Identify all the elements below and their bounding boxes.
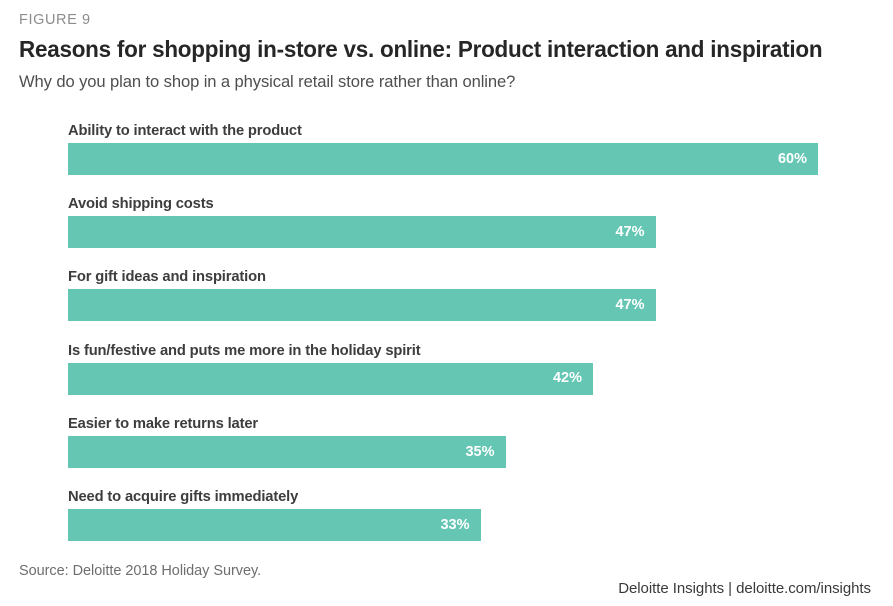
bar-category-label: For gift ideas and inspiration (68, 268, 266, 286)
bar-group: Need to acquire gifts immediately 33% (68, 488, 868, 550)
bar-category-label: Need to acquire gifts immediately (68, 488, 299, 505)
bar[interactable]: 33% (68, 509, 481, 541)
bar-value-label: 47% (615, 297, 645, 314)
bar-category-label: Easier to make returns later (68, 414, 258, 432)
page-title: Reasons for shopping in-store vs. online… (19, 36, 823, 62)
bar-category-label: Ability to interact with the product (68, 122, 302, 139)
bar-track: 42% (68, 362, 818, 395)
source-note: Source: Deloitte 2018 Holiday Survey. (19, 563, 262, 579)
bar-track: 47% (68, 216, 818, 249)
bar-group: Easier to make returns later 35% (68, 415, 868, 477)
bar-track: 47% (68, 289, 818, 322)
bar-chart-plot-area: Ability to interact with the product 60% A… (0, 110, 893, 550)
figure-number-label: FIGURE 9 (19, 12, 91, 28)
bar-value-label: 42% (552, 370, 582, 387)
bar[interactable]: 47% (68, 289, 656, 322)
bar-track: 33% (68, 509, 818, 541)
bar-value-label: 47% (615, 223, 645, 240)
bar-track: 60% (68, 143, 818, 175)
bar-value-label: 33% (440, 516, 470, 533)
bar[interactable]: 47% (68, 216, 656, 249)
bar[interactable]: 60% (68, 143, 818, 175)
bar-value-label: 35% (465, 443, 495, 460)
publisher-credit: Deloitte Insights | deloitte.com/insight… (618, 580, 871, 597)
bar-track: 35% (68, 435, 818, 468)
bar[interactable]: 35% (68, 435, 506, 468)
bar-group: For gift ideas and inspiration 47% (68, 268, 868, 330)
bar-value-label: 60% (777, 150, 807, 167)
bar-group: Ability to interact with the product 60% (68, 122, 868, 184)
bar-group: Is fun/festive and puts me more in the h… (68, 342, 868, 404)
bar[interactable]: 42% (68, 362, 593, 395)
figure-subtitle: Why do you plan to shop in a physical re… (19, 72, 516, 91)
bar-category-label: Is fun/festive and puts me more in the h… (68, 341, 421, 359)
bar-category-label: Avoid shipping costs (68, 195, 214, 213)
bar-group: Avoid shipping costs 47% (68, 195, 868, 257)
